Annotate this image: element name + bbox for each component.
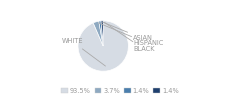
Text: ASIAN: ASIAN (102, 22, 153, 41)
Legend: 93.5%, 3.7%, 1.4%, 1.4%: 93.5%, 3.7%, 1.4%, 1.4% (58, 85, 182, 97)
Wedge shape (99, 21, 103, 46)
Text: WHITE: WHITE (62, 38, 105, 66)
Text: BLACK: BLACK (104, 22, 154, 52)
Wedge shape (101, 21, 103, 46)
Wedge shape (93, 21, 103, 46)
Wedge shape (78, 21, 128, 71)
Text: HISPANIC: HISPANIC (98, 23, 163, 46)
